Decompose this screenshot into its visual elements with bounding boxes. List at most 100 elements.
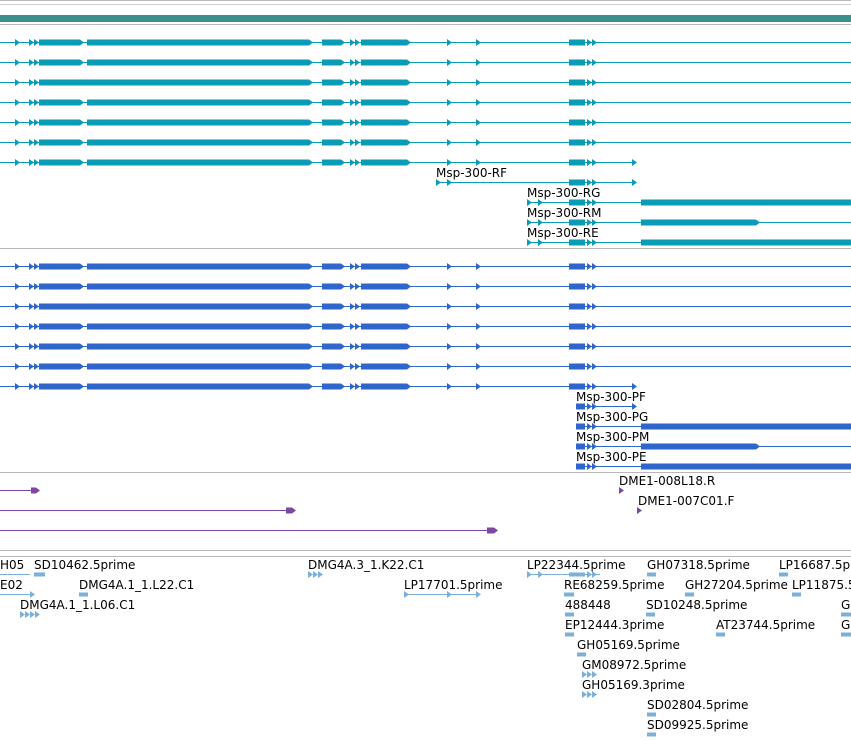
transcript-exon[interactable]	[15, 119, 20, 126]
transcript-exon[interactable]	[569, 139, 585, 146]
end-seq-label[interactable]: DME1-008L18.R	[619, 474, 716, 488]
transcript-exon[interactable]	[447, 99, 452, 106]
est-block[interactable]	[647, 732, 656, 737]
protein-exon[interactable]	[592, 323, 597, 330]
protein-exon[interactable]	[592, 263, 597, 270]
transcript-exon[interactable]	[15, 59, 20, 66]
protein-end-arrow[interactable]	[632, 383, 637, 390]
transcript-exon[interactable]	[592, 239, 597, 246]
transcript-exon[interactable]	[34, 59, 39, 66]
transcript-exon[interactable]	[87, 139, 313, 146]
transcript-label[interactable]: Msp-300-RE	[527, 226, 599, 240]
transcript-exon[interactable]	[447, 79, 452, 86]
transcript-exon[interactable]	[355, 159, 360, 166]
transcript-exon[interactable]	[350, 99, 355, 106]
protein-exon[interactable]	[39, 263, 84, 270]
protein-exon[interactable]	[350, 283, 355, 290]
protein-exon[interactable]	[15, 323, 20, 330]
transcript-exon[interactable]	[538, 199, 543, 206]
protein-exon[interactable]	[361, 263, 411, 270]
protein-exon[interactable]	[587, 283, 592, 290]
est-block[interactable]	[34, 572, 45, 577]
est-label[interactable]: GH05169.3prime	[582, 678, 685, 692]
transcript-exon[interactable]	[447, 39, 452, 46]
protein-exon[interactable]	[476, 343, 481, 350]
transcript-exon[interactable]	[39, 159, 84, 166]
transcript-exon[interactable]	[350, 39, 355, 46]
transcript-exon[interactable]	[87, 79, 313, 86]
transcript-exon[interactable]	[87, 59, 313, 66]
transcript-exon[interactable]	[39, 59, 84, 66]
protein-exon[interactable]	[87, 323, 313, 330]
transcript-exon[interactable]	[87, 119, 313, 126]
transcript-exon[interactable]	[39, 99, 84, 106]
est-block[interactable]	[587, 671, 592, 678]
transcript-exon[interactable]	[355, 139, 360, 146]
est-label[interactable]: DMG4A.3_1.K22.C1	[308, 558, 425, 572]
end-seq-label[interactable]: DME1-007C01.F	[638, 494, 735, 508]
est-block[interactable]	[447, 591, 452, 598]
transcript-exon[interactable]	[34, 139, 39, 146]
est-block[interactable]	[685, 592, 694, 597]
transcript-exon[interactable]	[569, 219, 585, 226]
protein-exon[interactable]	[361, 383, 411, 390]
protein-exon[interactable]	[355, 383, 360, 390]
transcript-exon[interactable]	[355, 39, 360, 46]
est-label[interactable]: H05	[0, 558, 25, 572]
transcript-exon[interactable]	[527, 219, 532, 226]
transcript-exon[interactable]	[350, 79, 355, 86]
transcript-exon[interactable]	[592, 159, 597, 166]
protein-exon[interactable]	[355, 263, 360, 270]
protein-exon[interactable]	[569, 303, 585, 310]
protein-exon[interactable]	[361, 343, 411, 350]
transcript-exon[interactable]	[350, 159, 355, 166]
est-block[interactable]	[779, 572, 788, 577]
est-block[interactable]	[30, 611, 35, 618]
transcript-exon[interactable]	[587, 219, 592, 226]
end-seq-marker[interactable]	[637, 507, 642, 514]
protein-exon[interactable]	[641, 463, 851, 470]
transcript-exon[interactable]	[592, 119, 597, 126]
est-label[interactable]: GH27204.5prime	[685, 578, 788, 592]
protein-exon[interactable]	[322, 323, 345, 330]
transcript-exon[interactable]	[587, 79, 592, 86]
transcript-exon[interactable]	[361, 99, 411, 106]
est-label[interactable]: GH05169.5prime	[577, 638, 680, 652]
transcript-exon[interactable]	[538, 239, 543, 246]
est-block[interactable]	[35, 611, 40, 618]
est-block[interactable]	[308, 571, 313, 578]
protein-exon[interactable]	[322, 283, 345, 290]
est-block[interactable]	[79, 592, 88, 597]
transcript-exon[interactable]	[34, 119, 39, 126]
est-label[interactable]: G	[841, 618, 851, 632]
protein-exon[interactable]	[350, 263, 355, 270]
transcript-exon[interactable]	[355, 59, 360, 66]
protein-exon[interactable]	[447, 283, 452, 290]
protein-exon[interactable]	[569, 323, 585, 330]
protein-exon[interactable]	[587, 263, 592, 270]
protein-exon[interactable]	[587, 323, 592, 330]
protein-exon[interactable]	[587, 443, 592, 450]
protein-exon[interactable]	[476, 323, 481, 330]
est-block[interactable]	[592, 671, 597, 678]
protein-exon[interactable]	[29, 383, 34, 390]
protein-exon[interactable]	[350, 383, 355, 390]
protein-exon[interactable]	[29, 343, 34, 350]
transcript-exon[interactable]	[587, 119, 592, 126]
est-label[interactable]: LP17701.5prime	[404, 578, 503, 592]
protein-exon[interactable]	[361, 363, 411, 370]
transcript-exon[interactable]	[39, 119, 84, 126]
transcript-exon[interactable]	[592, 139, 597, 146]
transcript-exon[interactable]	[538, 219, 543, 226]
transcript-exon[interactable]	[15, 159, 20, 166]
transcript-exon[interactable]	[569, 179, 585, 186]
transcript-exon[interactable]	[476, 99, 481, 106]
protein-exon[interactable]	[447, 323, 452, 330]
protein-exon[interactable]	[29, 303, 34, 310]
transcript-exon[interactable]	[569, 239, 585, 246]
protein-exon[interactable]	[355, 323, 360, 330]
transcript-exon[interactable]	[476, 119, 481, 126]
protein-exon[interactable]	[29, 363, 34, 370]
transcript-exon[interactable]	[476, 59, 481, 66]
protein-exon[interactable]	[29, 323, 34, 330]
